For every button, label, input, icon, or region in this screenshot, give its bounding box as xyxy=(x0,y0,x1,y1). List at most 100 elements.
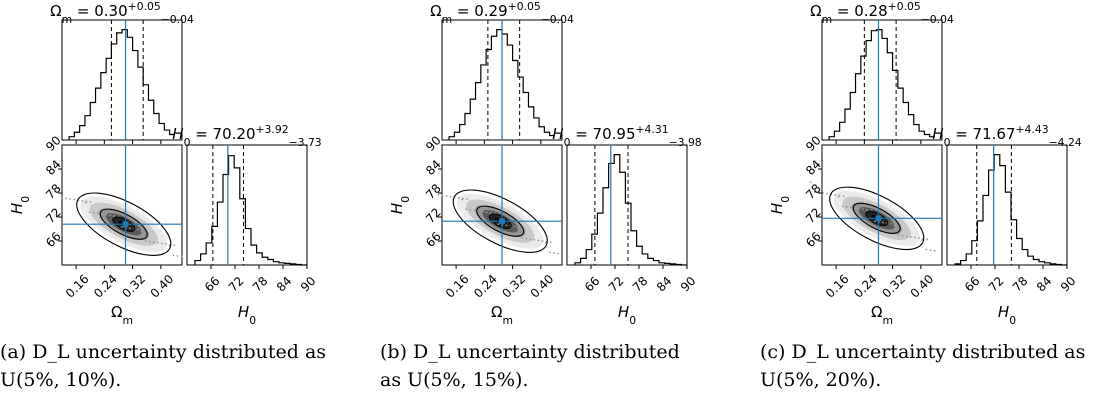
h0-y-tick-label: 84 xyxy=(803,157,824,178)
sample-point xyxy=(834,194,837,196)
sample-point xyxy=(537,239,540,242)
sample-point xyxy=(890,222,893,225)
sample-point xyxy=(56,187,59,190)
h0-y-tick-label: 90 xyxy=(803,133,824,154)
sample-point xyxy=(921,239,924,241)
corner-plot-c: 0.16 0.24 0.32 0.40 66 66 72 72 78 78 84 84 90 90 Ωm H0… xyxy=(760,0,1100,416)
sample-point xyxy=(465,208,468,211)
sample-point xyxy=(926,238,929,241)
omega-title: Ωm = 0.28+0.05−0.04 xyxy=(810,0,954,26)
h0-y-tick-label: 78 xyxy=(423,181,444,202)
sample-point xyxy=(841,205,844,208)
sample-point xyxy=(557,252,560,255)
h0-tick-label: 72 xyxy=(606,274,627,295)
corner-plot-b: 0.16 0.24 0.32 0.40 66 66 72 72 78 78 84 84 90 90 Ωm H0… xyxy=(380,0,750,416)
sample-point xyxy=(101,213,103,215)
omega-histogram xyxy=(828,29,935,140)
sample-point xyxy=(477,210,480,212)
sample-point xyxy=(813,191,816,193)
h0-title: H0 = 71.67+4.43−4.24 xyxy=(932,123,1082,149)
sample-point xyxy=(140,230,143,233)
omega-axis-label: Ωm xyxy=(871,303,893,327)
contour-0 xyxy=(452,189,548,253)
sample-point xyxy=(826,192,829,195)
sample-point xyxy=(842,195,845,198)
sample-point xyxy=(893,224,896,227)
sample-point xyxy=(466,198,468,200)
sample-point xyxy=(858,207,861,210)
sample-point xyxy=(553,252,555,254)
sample-point xyxy=(172,254,175,257)
sample-point xyxy=(161,242,163,245)
sample-point xyxy=(549,251,551,254)
h0-y-tick-label: 72 xyxy=(803,205,824,226)
sample-point xyxy=(485,211,488,214)
sample-point xyxy=(165,243,167,245)
omega-title: Ωm = 0.29+0.05−0.04 xyxy=(430,0,574,26)
sample-point xyxy=(89,201,92,203)
sample-point xyxy=(148,240,151,243)
sample-point xyxy=(909,236,912,238)
caption-a-line1: (a) D_L uncertainty distributed as xyxy=(0,341,327,363)
h0-y-tick-label: 78 xyxy=(803,181,824,202)
contour-1 xyxy=(852,202,901,234)
caption-b-line2: as U(5%, 15%). xyxy=(380,369,529,391)
sample-point xyxy=(513,225,516,228)
sample-point xyxy=(845,206,848,208)
sample-point xyxy=(822,192,824,195)
sample-point xyxy=(517,227,519,230)
omega-tick-label: 0.24 xyxy=(91,272,120,301)
corner-plot-a: 0.16 0.24 0.32 0.40 66 66 72 72 78 78 84 84 90 90 Ωm H0… xyxy=(0,0,370,416)
h0-y-tick-label: 66 xyxy=(423,229,444,250)
sample-point xyxy=(137,228,140,231)
h0-axis-label: H0 xyxy=(998,303,1016,327)
h0-y-tick-label: 84 xyxy=(423,157,444,178)
sample-point xyxy=(897,234,900,237)
omega-title: Ωm = 0.30+0.05−0.04 xyxy=(50,0,194,26)
caption-b: (b) D_L uncertainty distributed as U(5%,… xyxy=(380,338,740,394)
h0-y-tick-label: 78 xyxy=(43,181,64,202)
h0-tick-label: 84 xyxy=(1034,274,1055,295)
omega-histogram xyxy=(68,29,175,140)
omega-tick-label: 0.32 xyxy=(119,272,148,301)
h0-tick-label: 66 xyxy=(962,274,983,295)
sample-point xyxy=(437,193,440,196)
sample-point xyxy=(97,212,99,215)
sample-point xyxy=(109,214,112,217)
omega-tick-label: 0.24 xyxy=(851,272,880,301)
caption-b-line1: (b) D_L uncertainty distributed xyxy=(380,341,680,363)
h0-hist-frame xyxy=(566,144,688,266)
h0-tick-label: 90 xyxy=(298,274,319,295)
sample-point xyxy=(144,240,147,242)
omega-hist-frame xyxy=(61,19,183,141)
sample-point xyxy=(541,240,544,242)
sample-point xyxy=(873,220,876,223)
sample-point xyxy=(533,238,536,241)
sample-point xyxy=(457,196,460,199)
sample-point xyxy=(69,198,71,200)
sample-point xyxy=(850,206,852,209)
omega-tick-label: 0.32 xyxy=(879,272,908,301)
sample-point xyxy=(505,224,508,227)
sample-point xyxy=(84,201,87,204)
sample-point xyxy=(905,235,908,238)
h0-tick-label: 78 xyxy=(1010,274,1031,295)
sample-point xyxy=(180,255,183,258)
h0-tick-label: 90 xyxy=(1058,274,1079,295)
joint-truth-marker xyxy=(122,221,129,228)
h0-y-tick-label: 90 xyxy=(423,133,444,154)
h0-hist-frame xyxy=(186,144,308,266)
omega-tick-label: 0.16 xyxy=(823,272,852,301)
omega-tick-label: 0.24 xyxy=(471,272,500,301)
sample-point xyxy=(837,195,840,198)
omega-tick-label: 0.32 xyxy=(499,272,528,301)
sample-point xyxy=(882,221,884,224)
omega-tick-label: 0.16 xyxy=(443,272,472,301)
h0-y-tick-label: 66 xyxy=(43,229,64,250)
caption-c-line1: (c) D_L uncertainty distributed as xyxy=(760,341,1086,363)
sample-point xyxy=(129,227,131,230)
omega-tick-label: 0.40 xyxy=(148,272,177,301)
sample-point xyxy=(933,249,936,252)
